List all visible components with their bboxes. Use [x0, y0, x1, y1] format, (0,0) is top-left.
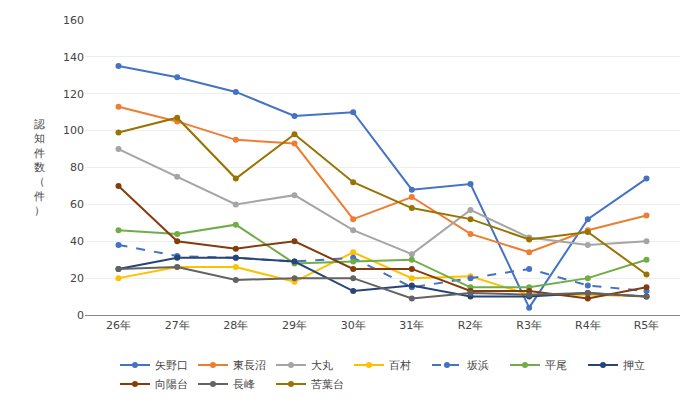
svg-text:R4年: R4年 — [575, 319, 601, 332]
svg-text:26年: 26年 — [106, 319, 131, 332]
svg-text:R3年: R3年 — [516, 319, 542, 332]
svg-text:東長沼: 東長沼 — [233, 359, 266, 372]
svg-text:30年: 30年 — [341, 319, 366, 332]
svg-text:大丸: 大丸 — [311, 359, 333, 372]
svg-text:苦葉台: 苦葉台 — [311, 378, 344, 391]
svg-text:向陽台: 向陽台 — [155, 378, 188, 391]
svg-text:矢野口: 矢野口 — [155, 359, 188, 372]
svg-text:80: 80 — [70, 161, 84, 174]
svg-text:長峰: 長峰 — [233, 378, 255, 391]
svg-text:20: 20 — [70, 272, 84, 285]
svg-text:R5年: R5年 — [634, 319, 660, 332]
svg-text:27年: 27年 — [165, 319, 190, 332]
svg-text:坂浜: 坂浜 — [466, 359, 489, 372]
svg-text:28年: 28年 — [223, 319, 248, 332]
svg-text:60: 60 — [70, 198, 84, 211]
svg-text:押立: 押立 — [623, 359, 645, 372]
svg-text:160: 160 — [63, 14, 84, 27]
svg-text:百村: 百村 — [389, 359, 411, 372]
svg-text:31年: 31年 — [399, 319, 424, 332]
svg-text:100: 100 — [63, 124, 84, 137]
svg-text:認知件数（件）: 認知件数（件） — [34, 118, 45, 217]
svg-text:平尾: 平尾 — [545, 359, 567, 372]
svg-text:29年: 29年 — [282, 319, 307, 332]
svg-text:40: 40 — [70, 235, 84, 248]
svg-text:R2年: R2年 — [458, 319, 484, 332]
svg-text:140: 140 — [63, 51, 84, 64]
svg-text:120: 120 — [63, 88, 84, 101]
svg-text:0: 0 — [77, 309, 84, 322]
